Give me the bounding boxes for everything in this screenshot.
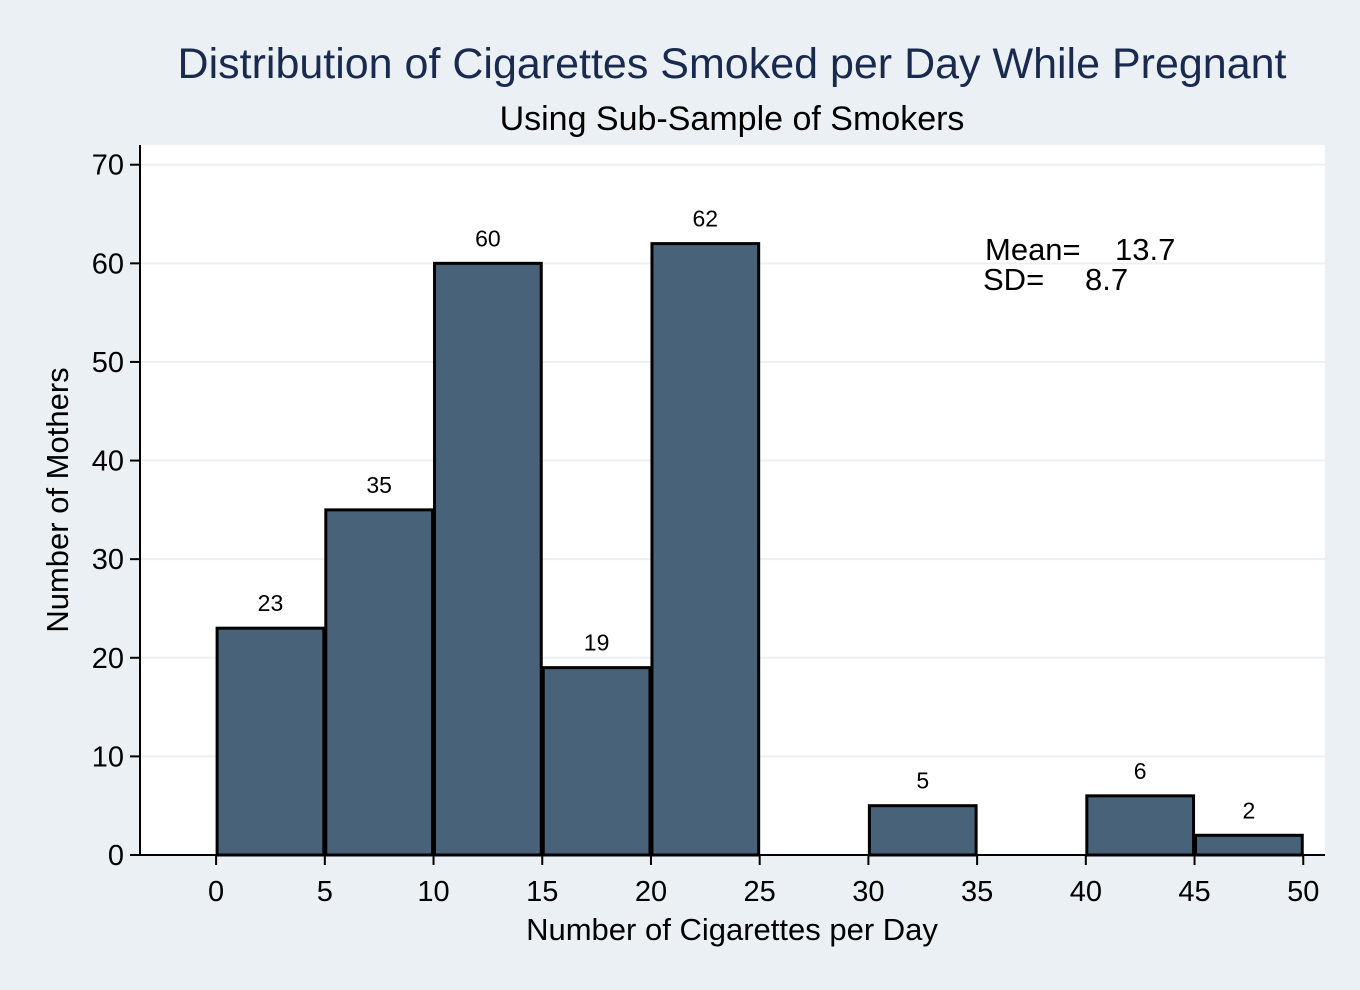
mean-label: Mean= [985,232,1081,267]
y-tick-label: 10 [92,741,124,773]
sd-value: 8.7 [1085,262,1128,297]
histogram-bar [1194,833,1304,857]
y-tick-label: 20 [92,643,124,675]
y-tick-label: 50 [92,347,124,379]
histogram-bar [541,666,652,857]
x-tick-label: 20 [635,876,667,908]
x-tick-label: 5 [317,876,333,908]
histogram-bar [324,508,435,857]
stats-box: Mean= 13.7 SD= 8.7 [983,232,1175,297]
histogram-bar [433,261,543,857]
chart-title: Distribution of Cigarettes Smoked per Da… [178,40,1287,88]
bar-value-label: 6 [1134,758,1147,784]
mean-value: 13.7 [1115,232,1175,267]
bar-value-label: 60 [475,225,501,251]
histogram-bar [1085,794,1196,857]
histogram-bar [215,626,326,857]
bar-value-label: 23 [258,590,284,616]
bar-value-label: 35 [366,472,392,498]
y-tick-label: 70 [92,150,124,182]
bar-value-label: 19 [584,630,610,656]
x-tick-label: 10 [417,876,449,908]
histogram-bar [867,804,978,857]
chart-subtitle: Using Sub-Sample of Smokers [500,100,965,138]
histogram-bar [650,242,761,857]
y-tick-label: 30 [92,544,124,576]
bar-value-label: 5 [916,768,929,794]
x-tick-label: 15 [526,876,558,908]
bar-value-label: 62 [693,206,719,232]
y-axis-title: Number of Mothers [40,367,75,632]
x-tick-label: 40 [1070,876,1102,908]
x-tick-label: 0 [208,876,224,908]
sd-label: SD= [983,262,1044,297]
y-ticks: 0 10 20 30 40 50 60 70 [92,150,140,872]
y-tick-label: 0 [108,840,124,872]
y-tick-label: 60 [92,248,124,280]
x-tick-label: 30 [852,876,884,908]
x-tick-label: 25 [744,876,776,908]
x-tick-label: 50 [1287,876,1319,908]
bar-value-label: 2 [1243,797,1256,823]
x-ticks: 0 5 10 15 20 25 30 35 40 45 50 [208,855,1319,908]
x-axis-title: Number of Cigarettes per Day [526,912,938,947]
y-tick-label: 40 [92,446,124,478]
x-tick-label: 45 [1178,876,1210,908]
x-tick-label: 35 [961,876,993,908]
